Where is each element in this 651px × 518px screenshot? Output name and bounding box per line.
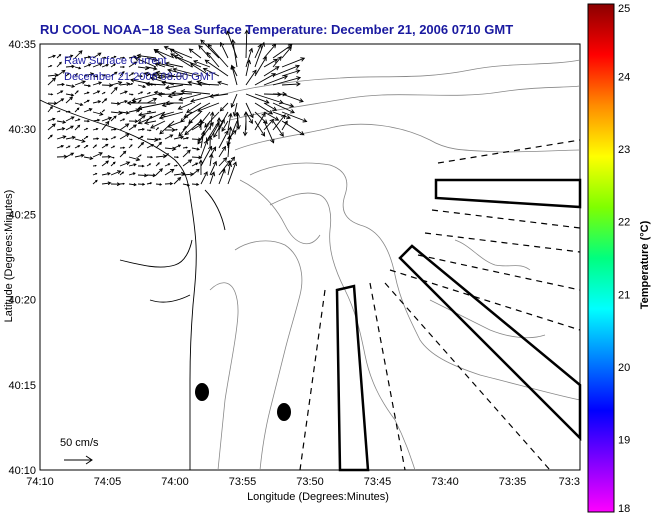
sampling-transects [299,139,582,472]
x-tick-label: 73:55 [229,476,257,488]
colorbar-ticks: 25 24 23 22 21 20 19 18 [618,3,630,515]
map-frame [39,43,581,471]
colorbar-tick-label: 21 [618,289,630,301]
colorbar-tick-label: 18 [618,503,630,515]
colorbar-tick-label: 20 [618,362,630,374]
colorbar-tick-label: 24 [618,72,630,84]
surface-current-vectors [47,29,308,187]
colorbar-tick-label: 22 [618,217,630,229]
scale-label: 50 cm/s [60,437,99,449]
x-axis-ticks: 74:10 74:05 74:00 73:55 73:50 73:45 73:40 73:35… [26,476,580,488]
colorbar-label: Temperature (°C) [639,220,651,309]
x-tick-label: 73:35 [499,476,527,488]
colorbar-tick-label: 19 [618,434,630,446]
x-axis-label: Longitude (Degrees:Minutes) [247,491,389,503]
y-axis-label: Latitude (Degrees:Minutes) [3,190,15,323]
x-tick-label: 73:3 [559,476,580,488]
colorbar-tick-label: 25 [618,3,630,15]
scale-arrow-icon [64,455,93,465]
x-tick-label: 73:40 [431,476,459,488]
x-tick-label: 74:05 [94,476,122,488]
colorbar-tick-label: 23 [618,144,630,156]
x-tick-label: 74:00 [161,476,189,488]
y-tick-label: 40:30 [8,124,36,136]
current-legend-line1: Raw Surface Current [64,55,167,67]
bathymetry-contours [209,59,581,471]
buoy-markers [195,383,291,421]
y-tick-label: 40:10 [8,465,36,477]
y-tick-label: 40:20 [8,295,36,307]
current-legend-line2: December 21 2006 08:00 GMT [64,71,216,83]
temperature-colorbar [587,3,615,513]
y-tick-label: 40:15 [8,380,36,392]
x-tick-label: 73:50 [296,476,324,488]
x-tick-label: 73:45 [364,476,392,488]
y-tick-label: 40:35 [8,39,36,51]
y-axis-ticks: 40:35 40:30 40:25 40:20 40:15 40:10 [8,39,36,477]
y-tick-label: 40:25 [8,209,36,221]
x-tick-label: 74:10 [26,476,54,488]
map-title: RU COOL NOAA−18 Sea Surface Temperature:… [40,22,514,37]
